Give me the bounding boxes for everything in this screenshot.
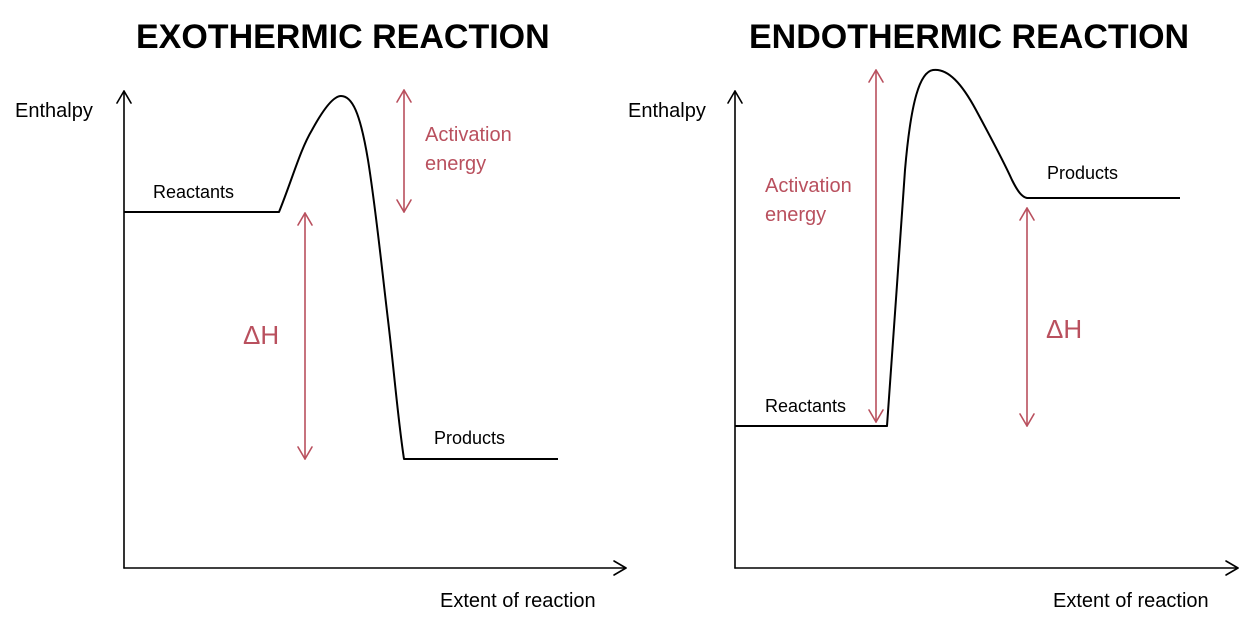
exothermic-diagram — [116, 89, 627, 576]
endothermic-title: ENDOTHERMIC REACTION — [749, 18, 1190, 56]
exothermic-x-axis-label: Extent of reaction — [440, 590, 596, 612]
exothermic-axes — [116, 90, 627, 576]
endothermic-y-axis-label: Enthalpy — [628, 100, 706, 122]
exothermic-activation-energy-arrow — [396, 89, 412, 213]
endothermic-y-axis-arrowhead — [727, 90, 743, 104]
exothermic-delta-h-arrow — [297, 212, 313, 460]
endothermic-activation-energy-label: Activation energy — [765, 175, 852, 226]
exothermic-energy-curve — [124, 95, 558, 460]
endothermic-diagram — [727, 68, 1239, 576]
exothermic-y-axis-arrowhead — [116, 90, 132, 104]
endothermic-delta-h-label: ΔH — [1046, 314, 1083, 344]
exothermic-title: EXOTHERMIC REACTION — [136, 18, 550, 56]
endothermic-delta-h-arrow — [1019, 207, 1035, 427]
endothermic-x-axis-arrowhead — [1225, 560, 1239, 576]
endothermic-activation-energy-arrow — [868, 69, 884, 423]
exothermic-delta-h-label: ΔH — [243, 320, 280, 350]
endothermic-x-axis-label: Extent of reaction — [1053, 590, 1209, 612]
exothermic-activation-energy-label: Activation energy — [425, 124, 512, 175]
exothermic-x-axis-arrowhead — [613, 560, 627, 576]
endothermic-reactants-label: Reactants — [765, 396, 847, 416]
endothermic-products-label: Products — [1047, 163, 1119, 183]
endothermic-axes — [727, 90, 1239, 576]
exothermic-y-axis-label: Enthalpy — [15, 100, 93, 122]
endothermic-energy-curve — [735, 68, 1180, 427]
exothermic-reactants-label: Reactants — [153, 182, 235, 202]
exothermic-products-label: Products — [434, 428, 506, 448]
